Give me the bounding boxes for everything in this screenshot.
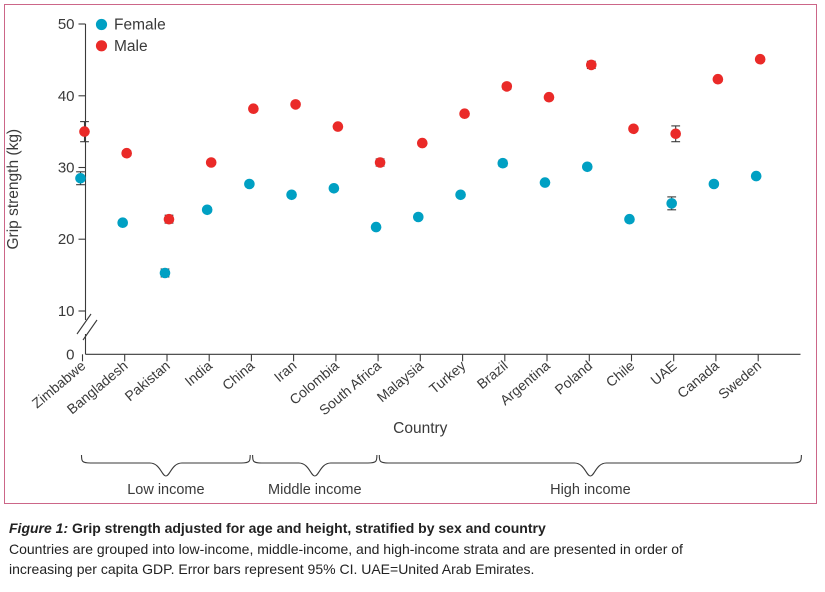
svg-text:Iran: Iran bbox=[271, 357, 300, 385]
svg-text:Malaysia: Malaysia bbox=[374, 357, 427, 405]
svg-text:Pakistan: Pakistan bbox=[122, 357, 173, 404]
svg-text:Male: Male bbox=[114, 38, 148, 55]
svg-text:Female: Female bbox=[114, 17, 166, 34]
svg-text:India: India bbox=[182, 357, 216, 389]
svg-text:Canada: Canada bbox=[674, 357, 722, 401]
svg-text:50: 50 bbox=[58, 16, 75, 33]
svg-text:Sweden: Sweden bbox=[715, 357, 764, 402]
svg-text:Brazil: Brazil bbox=[474, 357, 511, 392]
svg-text:Grip strength (kg): Grip strength (kg) bbox=[5, 129, 22, 250]
svg-text:UAE: UAE bbox=[647, 357, 679, 388]
svg-text:High income: High income bbox=[550, 482, 631, 498]
svg-text:Low income: Low income bbox=[127, 482, 204, 498]
svg-text:Poland: Poland bbox=[552, 357, 596, 397]
svg-text:20: 20 bbox=[58, 231, 75, 248]
svg-text:10: 10 bbox=[58, 303, 75, 320]
svg-text:Middle income: Middle income bbox=[268, 482, 362, 498]
svg-text:Turkey: Turkey bbox=[426, 357, 469, 396]
svg-text:40: 40 bbox=[58, 88, 75, 105]
svg-text:Chile: Chile bbox=[603, 357, 638, 390]
svg-text:30: 30 bbox=[58, 160, 75, 177]
svg-text:China: China bbox=[219, 357, 257, 393]
svg-text:Country: Country bbox=[393, 420, 448, 437]
